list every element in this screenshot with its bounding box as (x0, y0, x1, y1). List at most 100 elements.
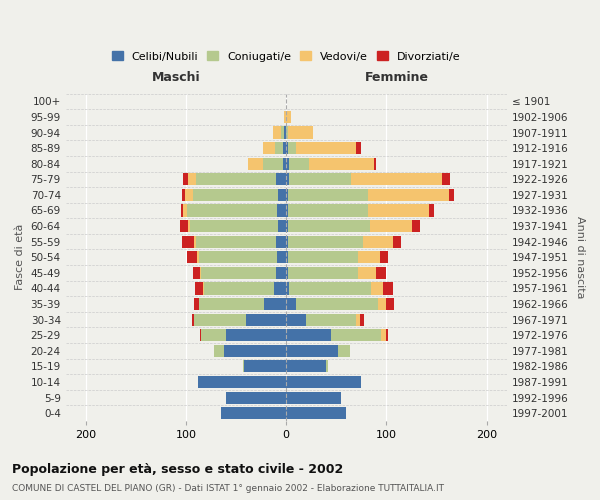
Bar (196, 173, 276, 186)
Legend: Celibi/Nubili, Coniugati/e, Vedovi/e, Divorziati/e: Celibi/Nubili, Coniugati/e, Vedovi/e, Di… (107, 46, 465, 66)
Bar (286, 111, 291, 123)
Bar (273, 126, 281, 138)
Bar (221, 407, 286, 420)
Bar (288, 189, 368, 201)
Bar (203, 282, 204, 294)
Text: Femmine: Femmine (364, 71, 428, 84)
Bar (286, 126, 288, 138)
Bar (386, 329, 388, 342)
Bar (412, 220, 419, 232)
Bar (204, 282, 274, 294)
Bar (277, 204, 286, 216)
Bar (224, 344, 286, 357)
Bar (244, 360, 286, 372)
Bar (276, 267, 286, 279)
Bar (243, 360, 244, 372)
Bar (226, 392, 286, 404)
Bar (289, 173, 352, 186)
Bar (264, 298, 286, 310)
Bar (368, 189, 449, 201)
Y-axis label: Fasce di età: Fasce di età (15, 224, 25, 290)
Text: Popolazione per età, sesso e stato civile - 2002: Popolazione per età, sesso e stato civil… (12, 462, 343, 475)
Bar (284, 111, 286, 123)
Bar (383, 282, 394, 294)
Bar (286, 267, 288, 279)
Bar (288, 267, 358, 279)
Bar (442, 173, 449, 186)
Bar (449, 189, 454, 201)
Bar (192, 314, 194, 326)
Bar (283, 142, 286, 154)
Bar (386, 298, 394, 310)
Bar (286, 376, 361, 388)
Bar (286, 220, 288, 232)
Bar (358, 267, 376, 279)
Bar (214, 344, 224, 357)
Bar (382, 329, 386, 342)
Bar (248, 158, 263, 170)
Bar (286, 204, 288, 216)
Bar (193, 267, 200, 279)
Bar (276, 236, 286, 248)
Bar (278, 220, 286, 232)
Bar (286, 314, 306, 326)
Bar (352, 173, 442, 186)
Bar (286, 344, 338, 357)
Bar (199, 251, 277, 264)
Bar (358, 251, 380, 264)
Bar (283, 158, 286, 170)
Bar (185, 189, 193, 201)
Bar (194, 236, 196, 248)
Bar (361, 314, 364, 326)
Bar (288, 236, 364, 248)
Bar (277, 251, 286, 264)
Bar (200, 329, 201, 342)
Bar (296, 298, 379, 310)
Bar (180, 220, 188, 232)
Bar (196, 236, 276, 248)
Bar (226, 329, 286, 342)
Bar (187, 251, 197, 264)
Bar (274, 282, 286, 294)
Bar (288, 142, 296, 154)
Bar (428, 204, 434, 216)
Bar (182, 236, 194, 248)
Bar (286, 173, 289, 186)
Bar (326, 360, 328, 372)
Bar (356, 314, 361, 326)
Y-axis label: Anni di nascita: Anni di nascita (575, 216, 585, 298)
Bar (356, 142, 361, 154)
Bar (286, 142, 288, 154)
Bar (374, 158, 376, 170)
Bar (194, 314, 246, 326)
Bar (276, 173, 286, 186)
Bar (288, 126, 313, 138)
Bar (394, 236, 401, 248)
Bar (183, 173, 188, 186)
Bar (306, 314, 356, 326)
Bar (284, 126, 286, 138)
Bar (201, 267, 276, 279)
Bar (246, 314, 286, 326)
Bar (309, 158, 374, 170)
Bar (201, 329, 226, 342)
Bar (364, 236, 394, 248)
Bar (200, 267, 201, 279)
Bar (188, 220, 190, 232)
Bar (286, 282, 289, 294)
Bar (380, 251, 388, 264)
Bar (371, 282, 383, 294)
Bar (194, 298, 199, 310)
Bar (183, 204, 187, 216)
Bar (193, 189, 278, 201)
Bar (289, 282, 371, 294)
Bar (275, 142, 283, 154)
Bar (286, 189, 288, 201)
Bar (286, 236, 288, 248)
Bar (288, 251, 358, 264)
Bar (182, 189, 185, 201)
Bar (181, 204, 183, 216)
Bar (296, 142, 356, 154)
Bar (331, 329, 382, 342)
Text: COMUNE DI CASTEL DEL PIANO (GR) - Dati ISTAT 1° gennaio 2002 - Elaborazione TUTT: COMUNE DI CASTEL DEL PIANO (GR) - Dati I… (12, 484, 444, 493)
